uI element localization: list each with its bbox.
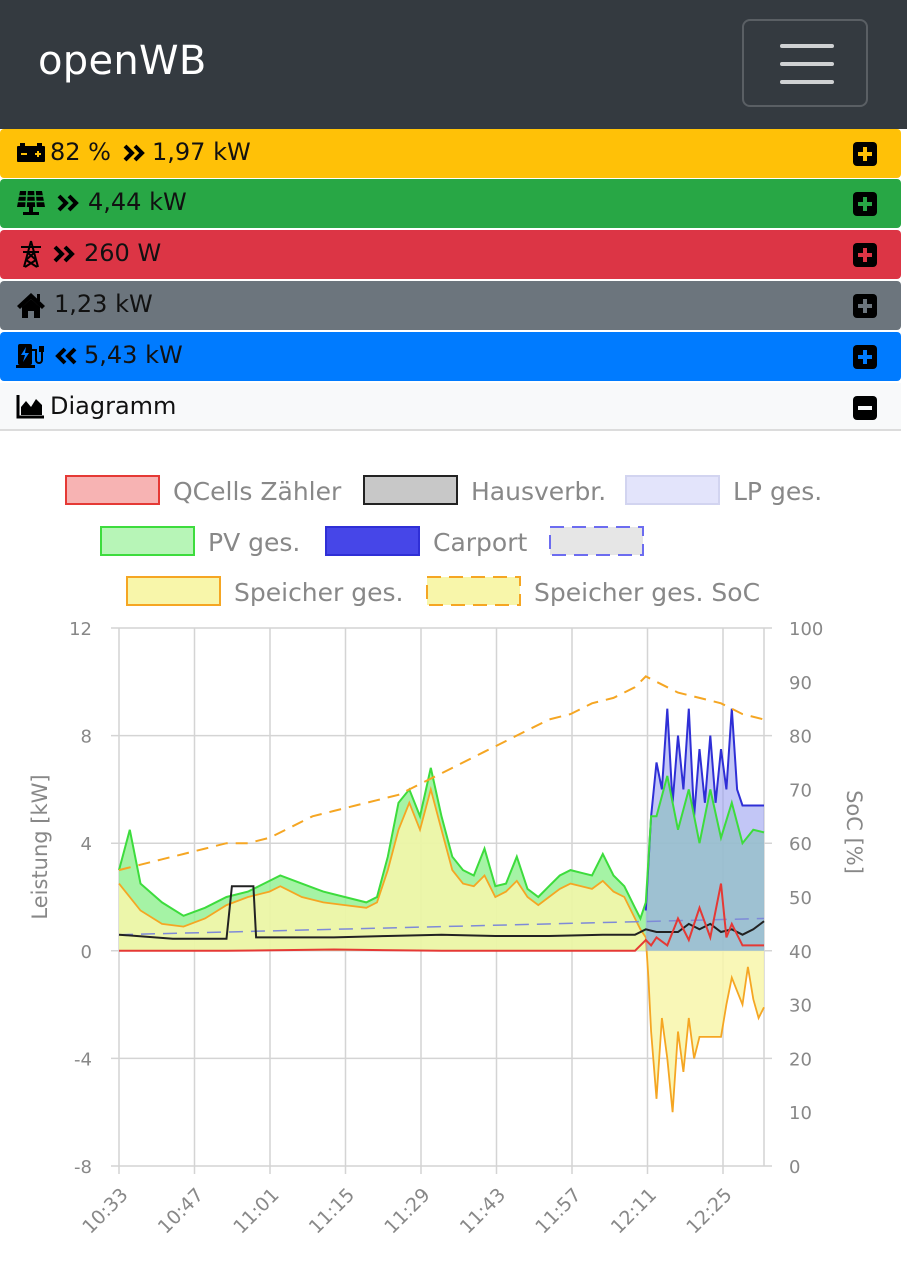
legend-swatch <box>363 475 458 505</box>
brand-title[interactable]: openWB <box>38 38 207 84</box>
legend-swatch <box>426 576 521 606</box>
expand-plus-icon[interactable] <box>853 142 877 166</box>
x-tick-label: 10:47 <box>154 1184 208 1238</box>
evu-row[interactable]: 260 W <box>0 230 901 279</box>
chargepoint-power-value: 5,43 kW <box>84 341 183 369</box>
x-tick-label: 12:11 <box>607 1184 661 1238</box>
series-lp-line <box>118 917 765 936</box>
legend-label: Carport <box>433 528 527 557</box>
legend-swatch <box>325 526 420 556</box>
x-tick-label: 11:57 <box>531 1184 585 1238</box>
y-right-tick-label: 100 <box>789 619 823 640</box>
y-right-tick-label: 30 <box>789 996 812 1017</box>
navbar: openWB <box>0 0 907 129</box>
series-carport-line <box>644 708 764 911</box>
legend-swatch <box>100 526 195 556</box>
y-right-tick-label: 60 <box>789 834 812 855</box>
y-left-tick-label: 8 <box>81 727 92 748</box>
double-chevron-left-icon <box>55 347 77 365</box>
y-left-tick-label: -4 <box>74 1049 92 1070</box>
series-carport-area <box>645 708 764 951</box>
y-right-tick-label: 20 <box>789 1049 812 1070</box>
y-left-tick-label: 0 <box>81 942 92 963</box>
legend-swatch <box>65 475 160 505</box>
power-chart: QCells Zähler Hausverbr. LP ges. PV ges. Car… <box>0 432 907 1280</box>
legend-label: Hausverbr. <box>471 477 606 506</box>
x-tick-label: 12:25 <box>682 1184 736 1238</box>
legend-label: Speicher ges. SoC <box>534 578 760 607</box>
solar-panel-icon <box>17 190 45 215</box>
speicher-row[interactable]: 82 % 1,97 kW <box>0 129 901 178</box>
legend-swatch <box>625 475 720 505</box>
y-right-tick-label: 0 <box>789 1157 800 1178</box>
double-chevron-right-icon <box>53 245 75 263</box>
house-power-value: 1,23 kW <box>54 290 153 318</box>
expand-plus-icon[interactable] <box>853 243 877 267</box>
expand-plus-icon[interactable] <box>853 192 877 216</box>
charging-station-icon <box>16 344 44 368</box>
hamburger-icon-bar <box>780 62 834 66</box>
hamburger-icon <box>780 44 834 48</box>
x-tick-label: 11:43 <box>456 1184 510 1238</box>
y-right-tick-label: 50 <box>789 888 812 909</box>
area-chart-icon <box>16 395 44 419</box>
evu-power-value: 260 W <box>84 239 162 267</box>
y-left-tick-label: 12 <box>69 619 92 640</box>
legend-swatch <box>549 526 644 556</box>
expand-plus-icon[interactable] <box>853 345 877 369</box>
series-soc-line <box>118 675 765 872</box>
series-evu-line <box>119 883 764 952</box>
expand-plus-icon[interactable] <box>853 294 877 318</box>
power-tower-icon <box>21 240 41 268</box>
y-right-tick-label: 40 <box>789 942 812 963</box>
pv-power-value: 4,44 kW <box>88 188 187 216</box>
series-pv-line <box>118 767 765 922</box>
speicher-soc-value: 82 % <box>50 138 111 166</box>
collapse-minus-icon[interactable] <box>853 396 877 420</box>
double-chevron-right-icon <box>123 144 145 162</box>
diagram-label: Diagramm <box>50 392 177 420</box>
hamburger-icon-bar <box>780 80 834 84</box>
y-left-axis-label: Leistung [kW] <box>28 774 52 919</box>
y-right-tick-label: 10 <box>789 1103 812 1124</box>
x-tick-label: 11:15 <box>305 1184 359 1238</box>
y-right-tick-label: 90 <box>789 673 812 694</box>
x-tick-label: 11:29 <box>380 1184 434 1238</box>
series-speicher-line <box>118 785 765 1113</box>
legend-label: Speicher ges. <box>234 578 403 607</box>
legend-label: QCells Zähler <box>173 477 342 506</box>
diagram-row[interactable]: Diagramm <box>0 383 901 431</box>
y-left-tick-label: 4 <box>81 834 92 855</box>
battery-icon <box>17 143 45 162</box>
menu-toggle-button[interactable] <box>742 19 868 107</box>
speicher-power-value: 1,97 kW <box>152 138 251 166</box>
pv-row[interactable]: 4,44 kW <box>0 179 901 228</box>
y-right-tick-label: 70 <box>789 780 812 801</box>
chargepoint-row[interactable]: 5,43 kW <box>0 332 901 381</box>
x-tick-label: 11:01 <box>229 1184 283 1238</box>
house-row[interactable]: 1,23 kW <box>0 281 901 330</box>
home-icon <box>17 293 45 318</box>
x-tick-label: 10:33 <box>78 1184 132 1238</box>
legend-swatch <box>126 576 221 606</box>
legend-label: PV ges. <box>208 528 300 557</box>
power-chart-svg: QCells Zähler Hausverbr. LP ges. PV ges. Car… <box>28 475 866 1238</box>
y-right-tick-label: 80 <box>789 727 812 748</box>
series-haus-line <box>118 885 765 940</box>
legend-label: LP ges. <box>733 477 822 506</box>
y-left-tick-label: -8 <box>74 1157 92 1178</box>
double-chevron-right-icon <box>57 194 79 212</box>
y-right-axis-label: SoC [%] <box>842 790 866 874</box>
